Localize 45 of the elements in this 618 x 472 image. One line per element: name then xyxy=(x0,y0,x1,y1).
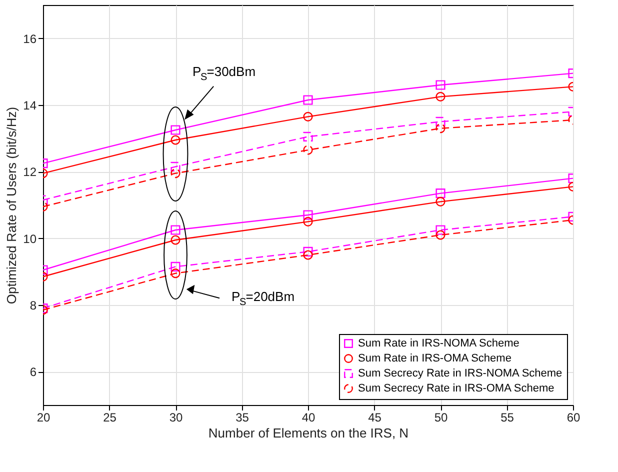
point xyxy=(436,116,446,126)
y-tick-label: 8 xyxy=(30,298,37,312)
x-tick-label: 50 xyxy=(434,410,448,424)
point xyxy=(303,250,313,260)
x-tick-label: 60 xyxy=(566,410,580,424)
x-tick-label: 30 xyxy=(169,410,183,424)
point xyxy=(170,268,180,278)
point xyxy=(170,125,180,135)
point xyxy=(303,216,313,226)
x-tick-label: 40 xyxy=(302,410,316,424)
point xyxy=(170,225,180,235)
point xyxy=(436,188,446,198)
point xyxy=(436,230,446,240)
x-tick-label: 35 xyxy=(236,410,250,424)
legend-label: Sum Rate in IRS-NOMA Scheme xyxy=(358,338,520,350)
point xyxy=(303,112,313,122)
point xyxy=(436,80,446,90)
point xyxy=(170,235,180,245)
point xyxy=(303,95,313,105)
point xyxy=(303,145,313,155)
legend-label: Sum Rate in IRS-OMA Scheme xyxy=(358,352,512,364)
x-tick-label: 45 xyxy=(368,410,382,424)
point xyxy=(303,132,313,142)
y-axis-title: Optimized Rate of Users (bit/s/Hz) xyxy=(4,106,20,304)
legend-label: Sum Secrecy Rate in IRS-OMA Scheme xyxy=(358,382,554,394)
point xyxy=(436,124,446,134)
point xyxy=(436,92,446,102)
point xyxy=(170,262,180,272)
point xyxy=(436,196,446,206)
x-axis-title: Number of Elements on the IRS, N xyxy=(208,426,409,440)
point xyxy=(170,135,180,145)
y-tick-label: 6 xyxy=(30,365,37,380)
point xyxy=(436,225,446,235)
legend-label: Sum Secrecy Rate in IRS-NOMA Scheme xyxy=(358,368,562,380)
y-tick-label: 12 xyxy=(23,165,37,180)
point xyxy=(170,162,180,172)
point xyxy=(303,246,313,256)
y-tick-label: 16 xyxy=(23,32,37,46)
x-tick-label: 20 xyxy=(36,410,50,424)
x-tick-label: 25 xyxy=(103,410,117,424)
x-tick-label: 55 xyxy=(500,410,514,424)
y-tick-label: 14 xyxy=(23,98,37,112)
point xyxy=(303,210,313,220)
y-tick-label: 10 xyxy=(23,232,37,246)
point xyxy=(170,168,180,178)
